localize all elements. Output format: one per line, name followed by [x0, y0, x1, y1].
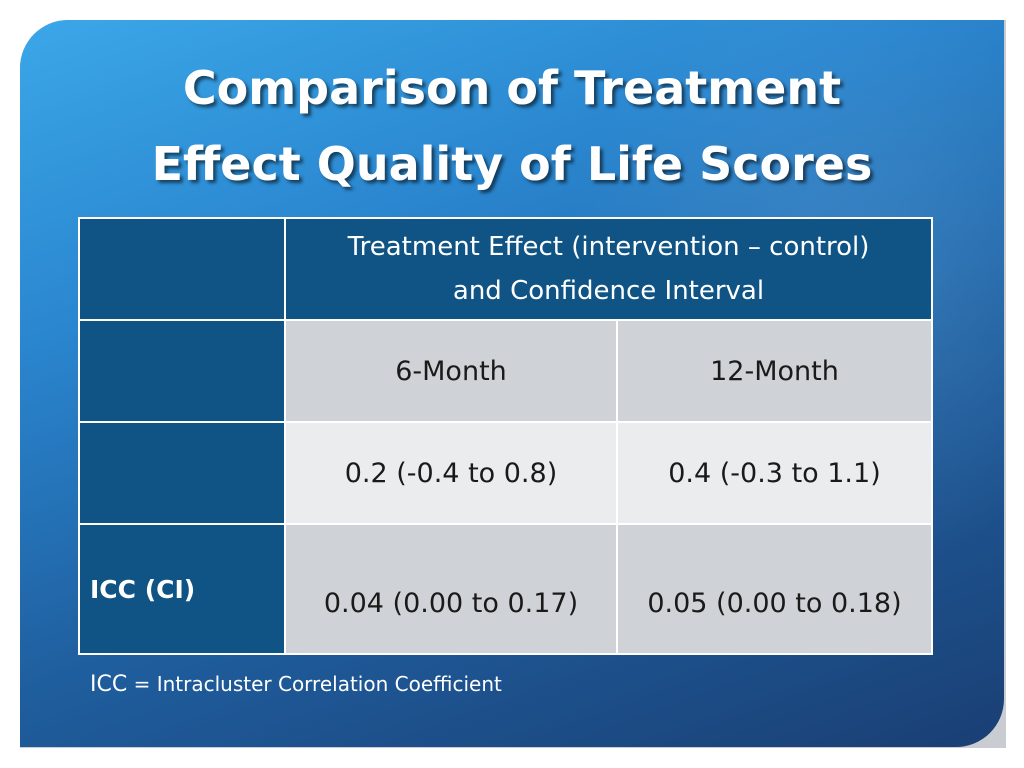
period-12-month: 12-Month — [616, 319, 933, 423]
footnote-abbr: ICC — [90, 672, 128, 697]
effect-12-month: 0.4 (-0.3 to 1.1) — [616, 421, 933, 525]
effect-6-month: 0.2 (-0.4 to 0.8) — [284, 421, 618, 525]
header-line-2: and Confidence Interval — [452, 276, 765, 306]
title-line-1: Comparison of Treatment — [182, 61, 842, 115]
slide-title: Comparison of Treatment Effect Quality o… — [20, 50, 1004, 202]
table-row: 6-Month 12-Month — [78, 319, 933, 423]
footnote-separator: = — [133, 672, 151, 696]
row-label-cell — [78, 319, 286, 423]
slide: Comparison of Treatment Effect Quality o… — [20, 20, 1004, 747]
icc-12-month: 0.05 (0.00 to 0.18) — [616, 523, 933, 655]
header-line-1: Treatment Effect (intervention – control… — [347, 232, 870, 262]
header-cell: Treatment Effect (intervention – control… — [284, 217, 933, 321]
footnote: ICC = Intracluster Correlation Coefficie… — [90, 672, 502, 697]
row-label-cell — [78, 421, 286, 525]
icc-label: ICC (CI) — [78, 523, 286, 655]
table-header-row: Treatment Effect (intervention – control… — [78, 217, 933, 321]
table-row: 0.2 (-0.4 to 0.8) 0.4 (-0.3 to 1.1) — [78, 421, 933, 525]
footnote-definition: Intracluster Correlation Coefficient — [156, 672, 502, 696]
empty-corner-cell — [78, 217, 286, 321]
icc-6-month: 0.04 (0.00 to 0.17) — [284, 523, 618, 655]
treatment-effect-table: Treatment Effect (intervention – control… — [78, 217, 933, 655]
table-row: ICC (CI) 0.04 (0.00 to 0.17) 0.05 (0.00 … — [78, 523, 933, 655]
title-line-2: Effect Quality of Life Scores — [151, 137, 873, 191]
period-6-month: 6-Month — [284, 319, 618, 423]
